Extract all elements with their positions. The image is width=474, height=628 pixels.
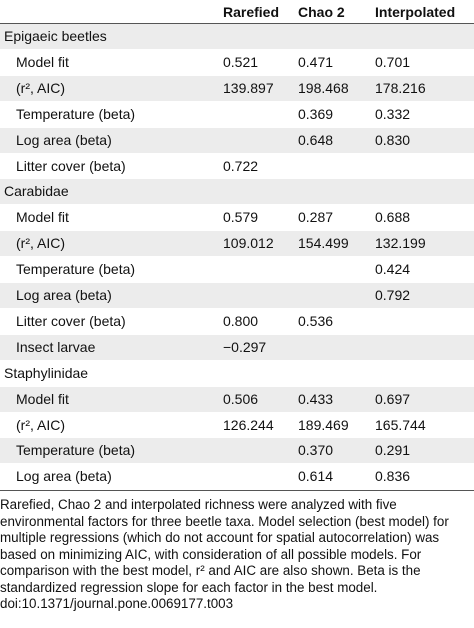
table-row: Temperature (beta) 0.370 0.291 — [0, 438, 474, 464]
caption-doi: doi:10.1371/journal.pone.0069177.t003 — [0, 596, 234, 611]
row-label: Litter cover (beta) — [16, 157, 126, 174]
table-row: Temperature (beta) 0.424 — [0, 257, 474, 282]
table-row: Model fit 0.521 0.471 0.701 — [0, 50, 474, 75]
table-bottom-rule — [0, 490, 474, 491]
row-label: Log area (beta) — [16, 468, 112, 485]
row-label: (r², AIC) — [16, 235, 65, 252]
row-label: (r², AIC) — [16, 416, 65, 433]
cell-interpolated: 178.216 — [375, 79, 426, 96]
row-label: Carabidae — [4, 183, 69, 200]
cell-rarefied: 0.521 — [223, 53, 259, 70]
cell-interpolated: 0.291 — [375, 442, 411, 459]
cell-interpolated: 0.688 — [375, 209, 411, 226]
cell-rarefied: 0.800 — [223, 312, 259, 329]
row-label: Log area (beta) — [16, 131, 112, 148]
row-label: Model fit — [16, 53, 69, 70]
cell-rarefied: 0.579 — [223, 209, 259, 226]
header-rule — [0, 23, 474, 24]
row-label: Staphylinidae — [4, 364, 89, 381]
table-caption: Rarefied, Chao 2 and interpolated richne… — [0, 497, 474, 613]
row-label: Model fit — [16, 209, 69, 226]
cell-chao2: 0.370 — [298, 442, 334, 459]
table-group-row: Carabidae — [0, 179, 474, 205]
table-group-row: Epigaeic beetles — [0, 24, 474, 49]
cell-chao2: 154.499 — [298, 235, 349, 252]
cell-rarefied: 109.012 — [223, 235, 274, 252]
cell-interpolated: 0.830 — [375, 131, 411, 148]
cell-chao2: 0.433 — [298, 390, 334, 407]
row-label: Epigaeic beetles — [4, 28, 107, 44]
cell-interpolated: 0.701 — [375, 53, 411, 70]
table-row: Log area (beta) 0.792 — [0, 283, 474, 308]
row-label: Model fit — [16, 390, 69, 407]
header-interpolated: Interpolated — [375, 4, 456, 20]
cell-chao2: 0.369 — [298, 105, 334, 122]
cell-rarefied: 0.506 — [223, 390, 259, 407]
table-row: Litter cover (beta) 0.800 0.536 — [0, 309, 474, 334]
row-label: Log area (beta) — [16, 287, 112, 303]
cell-chao2: 198.468 — [298, 79, 349, 96]
table-row: Litter cover (beta) 0.722 — [0, 154, 474, 179]
row-label: Temperature (beta) — [16, 261, 136, 278]
row-label: (r², AIC) — [16, 79, 65, 96]
table-row: Model fit 0.579 0.287 0.688 — [0, 205, 474, 230]
row-label: Temperature (beta) — [16, 105, 136, 122]
cell-chao2: 0.648 — [298, 131, 334, 148]
cell-rarefied: 126.244 — [223, 416, 274, 433]
table-row: Model fit 0.506 0.433 0.697 — [0, 386, 474, 412]
table-row: Insect larvae −0.297 — [0, 334, 474, 360]
row-label: Temperature (beta) — [16, 442, 136, 459]
table-header-row: Rarefied Chao 2 Interpolated — [0, 0, 474, 25]
table-group-row: Staphylinidae — [0, 361, 474, 386]
header-chao2: Chao 2 — [298, 4, 345, 20]
table-row: Log area (beta) 0.648 0.830 — [0, 127, 474, 153]
cell-interpolated: 165.744 — [375, 416, 426, 433]
cell-chao2: 0.471 — [298, 53, 334, 70]
cell-interpolated: 132.199 — [375, 235, 426, 252]
table-row: (r², AIC) 126.244 189.469 165.744 — [0, 413, 474, 438]
table-row: Temperature (beta) 0.369 0.332 — [0, 102, 474, 127]
table-row: (r², AIC) 139.897 198.468 178.216 — [0, 75, 474, 101]
cell-rarefied: 139.897 — [223, 79, 274, 96]
table-row: (r², AIC) 109.012 154.499 132.199 — [0, 231, 474, 257]
caption-text: Rarefied, Chao 2 and interpolated richne… — [0, 497, 449, 595]
cell-chao2: 0.536 — [298, 312, 334, 329]
cell-rarefied: −0.297 — [223, 338, 267, 355]
cell-interpolated: 0.836 — [375, 468, 411, 485]
cell-interpolated: 0.792 — [375, 287, 411, 303]
cell-interpolated: 0.332 — [375, 105, 411, 122]
cell-rarefied: 0.722 — [223, 157, 259, 174]
cell-interpolated: 0.697 — [375, 390, 411, 407]
cell-interpolated: 0.424 — [375, 261, 411, 278]
table-row: Log area (beta) 0.614 0.836 — [0, 464, 474, 489]
cell-chao2: 189.469 — [298, 416, 349, 433]
row-label: Insect larvae — [16, 338, 96, 355]
cell-chao2: 0.614 — [298, 468, 334, 485]
cell-chao2: 0.287 — [298, 209, 334, 226]
header-rarefied: Rarefied — [223, 4, 280, 20]
row-label: Litter cover (beta) — [16, 312, 126, 329]
